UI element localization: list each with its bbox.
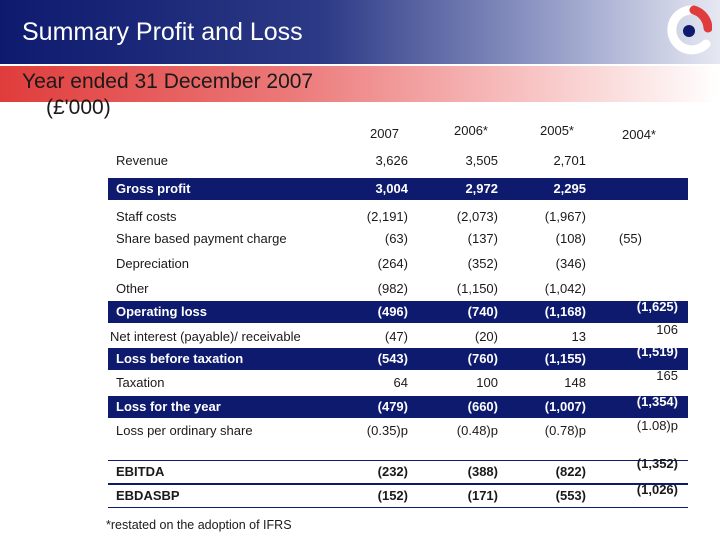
cell-2004: (1,352) — [636, 456, 678, 471]
row-label: Depreciation — [116, 256, 189, 271]
cell-2006: (2,073) — [456, 209, 498, 224]
table-row: EBITDA (232) (388) (822) — [108, 460, 688, 484]
cell-2005: 13 — [571, 329, 586, 344]
table-row: Operating loss (496) (740) (1,168) — [108, 301, 688, 323]
cell-2006: 100 — [476, 375, 498, 390]
cell-2006: (740) — [467, 304, 498, 319]
table-row: Loss before taxation (543) (760) (1,155) — [108, 348, 688, 370]
table-row: EBDASBP (152) (171) (553) — [108, 484, 688, 508]
cell-2005: (346) — [555, 256, 586, 271]
cell-2004: (1,354) — [636, 394, 678, 409]
cell-2004: (1.08)p — [636, 418, 678, 433]
table-row: Depreciation (264) (352) (346) — [108, 253, 688, 275]
column-header-2005: 2005* — [540, 123, 574, 138]
row-label: Taxation — [116, 375, 165, 390]
cell-2006: 3,505 — [465, 153, 498, 168]
cell-2007: (47) — [384, 329, 408, 344]
row-label: Net interest (payable)/ receivable — [110, 329, 301, 344]
table-row: Taxation 64 100 148 — [108, 372, 688, 394]
row-label: Loss before taxation — [116, 351, 244, 366]
company-logo-icon — [667, 5, 712, 55]
cell-2007: 3,626 — [375, 153, 408, 168]
row-label: EBDASBP — [116, 488, 180, 503]
cell-2005: (1,967) — [544, 209, 586, 224]
column-header-2007: 2007 — [370, 126, 399, 141]
table-row: Loss per ordinary share (0.35)p (0.48)p (0.… — [108, 420, 688, 442]
cell-2005: (0.78)p — [544, 423, 586, 438]
cell-2007: (543) — [377, 351, 408, 366]
table-row: Revenue 3,626 3,505 2,701 — [108, 150, 688, 172]
slide-subtitle: Year ended 31 December 2007 — [22, 70, 314, 93]
cell-2007: (479) — [377, 399, 408, 414]
cell-2006: (1,150) — [456, 281, 498, 296]
row-label: Revenue — [116, 153, 169, 168]
row-label: Gross profit — [116, 181, 191, 196]
table-row: Net interest (payable)/ receivable (47) (2… — [108, 326, 688, 348]
cell-2007: 64 — [393, 375, 408, 390]
cell-2006: (171) — [467, 488, 498, 503]
row-label: Other — [116, 281, 149, 296]
cell-2005: (1,168) — [544, 304, 586, 319]
cell-2007: (232) — [377, 464, 408, 479]
cell-2004: 165 — [656, 368, 678, 383]
cell-2007: (2,191) — [366, 209, 408, 224]
cell-2006: (20) — [474, 329, 498, 344]
cell-2007: (264) — [377, 256, 408, 271]
table-row: Share based payment charge (63) (137) (108) — [108, 228, 688, 250]
row-label: Operating loss — [116, 304, 208, 319]
title-bar — [0, 0, 720, 64]
cell-2006: (137) — [467, 231, 498, 246]
cell-2005: 2,701 — [553, 153, 586, 168]
column-header-2006: 2006* — [454, 123, 488, 138]
slide-title: Summary Profit and Loss — [22, 18, 303, 46]
cell-2005: (1,042) — [544, 281, 586, 296]
cell-2007: (152) — [377, 488, 408, 503]
cell-2005: 148 — [564, 375, 586, 390]
cell-2005: (553) — [555, 488, 586, 503]
cell-2005: 2,295 — [553, 181, 586, 196]
table-row: Gross profit 3,004 2,972 2,295 — [108, 178, 688, 200]
table-row: Other (982) (1,150) (1,042) — [108, 278, 688, 300]
cell-2004: (1,625) — [636, 299, 678, 314]
cell-2007: (496) — [377, 304, 408, 319]
cell-2007: (982) — [377, 281, 408, 296]
unit-label: (£'000) — [46, 96, 111, 119]
footnote: *restated on the adoption of IFRS — [106, 518, 292, 532]
cell-2005: (1,155) — [544, 351, 586, 366]
row-label: EBITDA — [116, 464, 165, 479]
column-header-2004: 2004* — [622, 127, 656, 142]
cell-2006: (760) — [467, 351, 498, 366]
cell-2006: 2,972 — [465, 181, 498, 196]
row-label: Loss for the year — [116, 399, 221, 414]
cell-2005: (822) — [555, 464, 586, 479]
table-row: Loss for the year (479) (660) (1,007) — [108, 396, 688, 418]
cell-2007: 3,004 — [375, 181, 408, 196]
cell-2004: (55) — [618, 231, 642, 246]
cell-2005: (1,007) — [544, 399, 586, 414]
cell-2006: (0.48)p — [456, 423, 498, 438]
cell-2006: (388) — [467, 464, 498, 479]
row-label: Share based payment charge — [116, 231, 287, 246]
cell-2004: 106 — [656, 322, 678, 337]
subtitle-bar — [0, 66, 720, 102]
cell-2004: (1,026) — [636, 482, 678, 497]
cell-2007: (0.35)p — [366, 423, 408, 438]
cell-2006: (352) — [467, 256, 498, 271]
cell-2006: (660) — [467, 399, 498, 414]
row-label: Staff costs — [116, 209, 177, 224]
row-label: Loss per ordinary share — [116, 423, 253, 438]
cell-2005: (108) — [555, 231, 586, 246]
cell-2004: (1,519) — [636, 344, 678, 359]
table-row: Staff costs (2,191) (2,073) (1,967) — [108, 206, 688, 228]
cell-2007: (63) — [384, 231, 408, 246]
